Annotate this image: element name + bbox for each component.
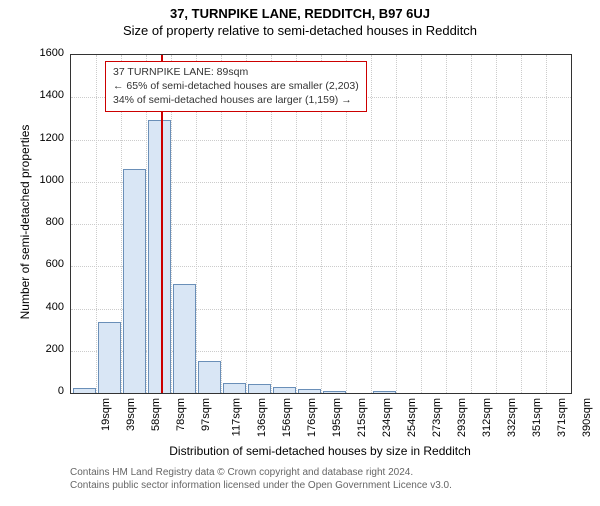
y-tick-label: 800 <box>32 216 64 228</box>
x-tick-label: 215sqm <box>356 398 368 437</box>
footer-line1: Contains HM Land Registry data © Crown c… <box>70 466 452 479</box>
histogram-bar <box>248 384 271 393</box>
histogram-bar <box>123 169 146 393</box>
info-line-larger: 34% of semi-detached houses are larger (… <box>113 93 359 107</box>
x-tick-label: 293sqm <box>456 398 468 437</box>
footer-line2: Contains public sector information licen… <box>70 479 452 492</box>
histogram-bar <box>373 391 396 393</box>
x-tick-label: 390sqm <box>581 398 593 437</box>
attribution-footer: Contains HM Land Registry data © Crown c… <box>70 466 452 492</box>
x-tick-label: 58sqm <box>150 398 162 431</box>
histogram-bar <box>223 383 246 394</box>
x-axis-label: Distribution of semi-detached houses by … <box>70 444 570 458</box>
x-tick-label: 117sqm <box>230 398 242 436</box>
y-tick-label: 1200 <box>32 132 64 144</box>
histogram-bar <box>98 322 121 393</box>
histogram-bar <box>148 120 171 394</box>
x-tick-label: 39sqm <box>125 398 137 431</box>
info-line-property: 37 TURNPIKE LANE: 89sqm <box>113 65 359 79</box>
histogram-bar <box>198 361 221 393</box>
chart-subtitle: Size of property relative to semi-detach… <box>0 23 600 38</box>
x-tick-label: 78sqm <box>175 398 187 431</box>
y-tick-label: 1600 <box>32 47 64 59</box>
y-tick-label: 1400 <box>32 89 64 101</box>
x-tick-label: 371sqm <box>556 398 568 437</box>
x-tick-label: 273sqm <box>431 398 443 437</box>
histogram-bar <box>323 391 346 393</box>
y-tick-label: 1000 <box>32 174 64 186</box>
histogram-bar <box>273 387 296 393</box>
x-tick-label: 351sqm <box>531 398 543 437</box>
x-tick-label: 332sqm <box>506 398 518 437</box>
histogram-bar <box>173 284 196 393</box>
histogram-bar <box>73 388 96 393</box>
x-tick-label: 176sqm <box>306 398 318 437</box>
y-axis-label: Number of semi-detached properties <box>18 112 32 332</box>
page-title: 37, TURNPIKE LANE, REDDITCH, B97 6UJ <box>0 6 600 21</box>
x-tick-label: 254sqm <box>406 398 418 437</box>
y-tick-label: 200 <box>32 343 64 355</box>
x-tick-label: 156sqm <box>281 398 293 437</box>
histogram-bar <box>298 389 321 393</box>
info-line-smaller: ← 65% of semi-detached houses are smalle… <box>113 79 359 93</box>
x-tick-label: 136sqm <box>256 398 268 437</box>
x-tick-label: 195sqm <box>331 398 343 437</box>
y-tick-label: 0 <box>32 385 64 397</box>
gridline-h <box>71 140 571 141</box>
y-tick-label: 400 <box>32 301 64 313</box>
x-tick-label: 19sqm <box>100 398 112 431</box>
x-tick-label: 97sqm <box>200 398 212 431</box>
x-tick-label: 312sqm <box>481 398 493 437</box>
y-tick-label: 600 <box>32 258 64 270</box>
property-info-box: 37 TURNPIKE LANE: 89sqm ← 65% of semi-de… <box>105 61 367 112</box>
x-tick-label: 234sqm <box>381 398 393 437</box>
